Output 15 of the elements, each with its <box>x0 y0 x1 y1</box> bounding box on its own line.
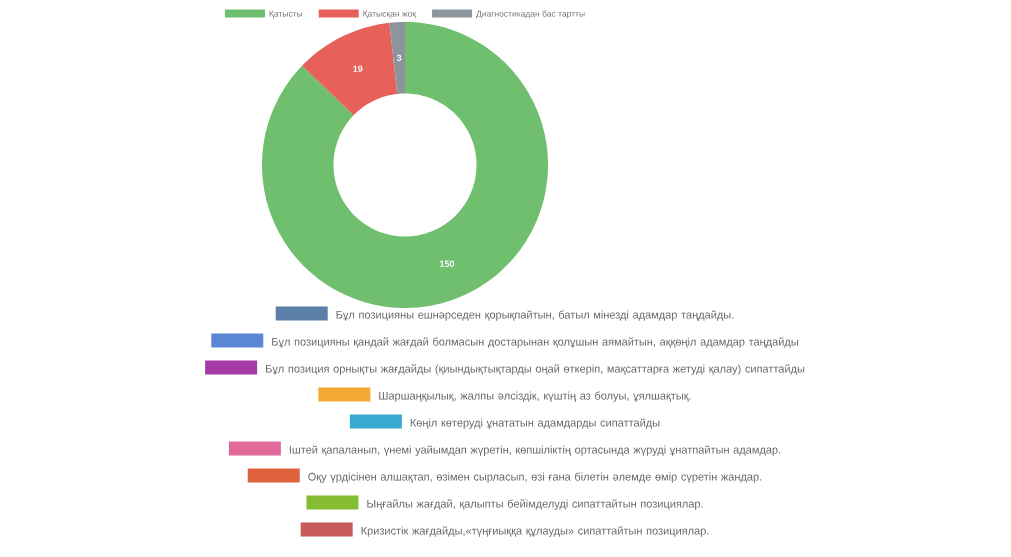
category-label: Шаршаңқылық, жалпы әлсіздік, күштің аз болуы, ұялшақтық. <box>379 391 691 402</box>
legend-label: Қатысты <box>269 10 303 19</box>
legend-label: Диагностикадан бас тартты <box>476 10 585 19</box>
category-label: Көңіл көтеруді ұнататын адамдарды сипаттайды <box>410 418 660 429</box>
category-label: Іштей қапаланып, үнемі уайымдап жүретін, көпшіліктің ортасында жүруді ұнатпайтын адамдар. <box>289 445 781 456</box>
legend-label: Қатысқан жоқ <box>363 10 417 19</box>
category-label: Бұл позицияны ешнәрседен қорықпайтын, батыл мінезді адамдар таңдайды. <box>336 310 734 321</box>
category-label: Ыңғайлы жағдай, қалыпты бейімделуді сипаттайтын позициялар. <box>367 499 703 510</box>
category-label: Кризистік жағдайды,«түңғиыққа құлауды» сипаттайтын позициялар. <box>361 526 709 537</box>
data-label: 150 <box>440 260 455 267</box>
category-label: Бұл позицияны қандай жағдай болмасын достарынан қолұшын аямайтын, аққөңіл адамдар таңдайды <box>272 337 798 348</box>
category-label: Оқу үрдісінен алшақтап, өзімен сырласып, өзі ғана білетін әлемде өмір сүретін жандар. <box>308 472 762 483</box>
data-label: 19 <box>353 65 363 72</box>
category-label: Бұл позиция орнықты жағдайды (қиындықтықтарды оңай өткеріп, мақсаттарға жетуді қалау) сипаттайды <box>266 364 805 375</box>
data-label: 3 <box>396 54 402 62</box>
